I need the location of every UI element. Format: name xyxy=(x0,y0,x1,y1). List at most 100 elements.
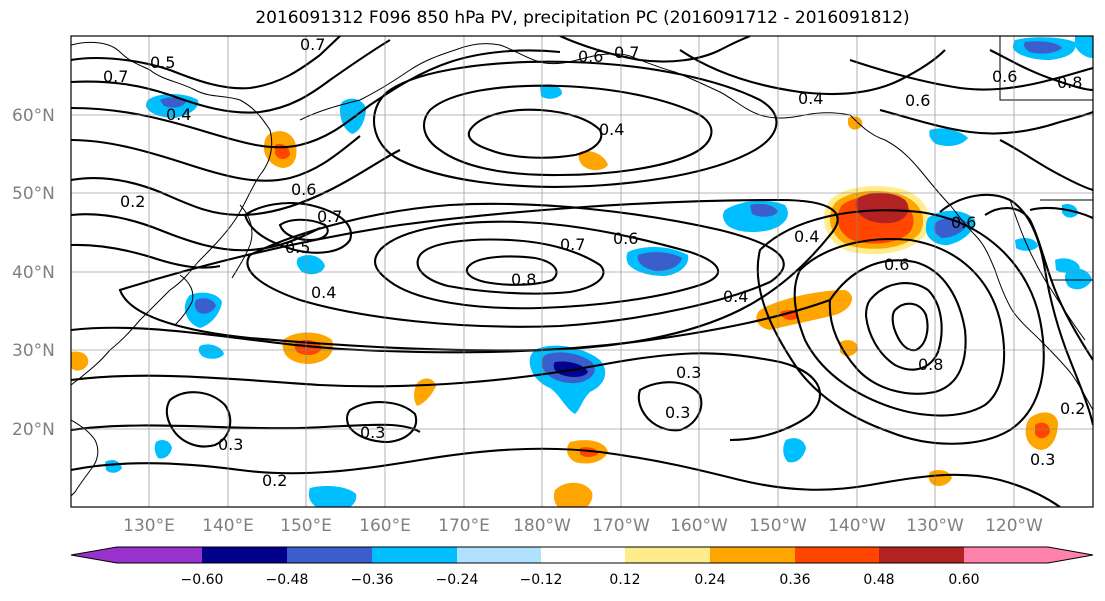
contour-label: 0.2 xyxy=(120,192,145,211)
colorbar-segment xyxy=(710,547,795,563)
negative-anomaly-6 xyxy=(184,292,222,328)
contour-label: 0.7 xyxy=(560,235,585,254)
map-border xyxy=(70,35,1094,508)
contour-labels: 0.7 0.5 0.7 0.4 0.6 0.7 0.4 0.6 0.4 0.8 … xyxy=(103,35,1085,490)
colorbar-tick-label: −0.48 xyxy=(266,572,309,588)
colorbar-segment xyxy=(964,547,1093,563)
contour-label: 0.8 xyxy=(511,270,536,289)
lon-label: 160°W xyxy=(670,516,728,536)
colorbar-segment xyxy=(71,547,117,563)
colorbar-tick-label: −0.36 xyxy=(351,572,394,588)
colorbar-tick-label: 0.12 xyxy=(609,572,640,588)
lat-label: 20°N xyxy=(12,420,55,440)
colorbar-segment xyxy=(541,547,625,563)
colorbar-tick-label: 0.60 xyxy=(948,572,979,588)
lon-label: 140°E xyxy=(202,516,254,536)
negative-anomaly-8 xyxy=(340,98,366,134)
contour-label: 0.6 xyxy=(578,47,603,66)
lon-label: 180°W xyxy=(513,516,571,536)
lon-label: 130°W xyxy=(906,516,964,536)
positive-anomaly-5 xyxy=(578,150,608,171)
contour-label: 0.6 xyxy=(992,67,1017,86)
colorbar-segment xyxy=(287,547,372,563)
lon-label: 120°W xyxy=(985,516,1043,536)
colorbar-tick-label: 0.36 xyxy=(779,572,810,588)
colorbar-tick-label: −0.60 xyxy=(181,572,224,588)
lon-label: 170°W xyxy=(592,516,650,536)
colorbar-tick-label: −0.24 xyxy=(436,572,479,588)
negative-anomaly-5 xyxy=(309,486,357,507)
contour-label: 0.7 xyxy=(300,35,325,54)
lat-label: 40°N xyxy=(12,263,55,283)
pv-contours xyxy=(71,36,1093,507)
colorbar-segment xyxy=(879,547,964,563)
contour-label: 0.8 xyxy=(918,355,943,374)
negative-anomaly-3 xyxy=(722,200,788,233)
positive-anomaly-1 xyxy=(824,186,929,255)
lat-label: 50°N xyxy=(12,184,55,204)
contour-label: 0.8 xyxy=(1057,73,1082,92)
negative-anomaly-16 xyxy=(540,84,562,99)
negative-anomaly-11 xyxy=(198,344,224,359)
negative-anomaly-19 xyxy=(1065,268,1092,290)
positive-anomaly-9 xyxy=(1025,412,1058,450)
contour-label: 0.4 xyxy=(166,105,191,124)
contour-label: 0.5 xyxy=(285,238,310,257)
colorbar-outline xyxy=(70,546,1094,564)
figure-title: 2016091312 F096 850 hPa PV, precipitatio… xyxy=(255,8,910,28)
contour-label: 0.6 xyxy=(613,229,638,248)
colorbar-tick-labels: −0.60 −0.48 −0.36 −0.24 −0.12 0.12 0.24 … xyxy=(181,572,980,588)
lat-label: 30°N xyxy=(12,341,55,361)
contour-label: 0.6 xyxy=(905,91,930,110)
colorbar: −0.60 −0.48 −0.36 −0.24 −0.12 0.12 0.24 … xyxy=(70,546,1094,588)
colorbar-segment xyxy=(117,547,202,563)
negative-anomaly-17 xyxy=(929,128,968,146)
lon-label: 140°W xyxy=(828,516,886,536)
contour-label: 0.2 xyxy=(1060,399,1085,418)
colorbar-tick-label: 0.48 xyxy=(863,572,894,588)
colorbar-tick-label: 0.24 xyxy=(694,572,725,588)
lon-label: 150°E xyxy=(280,516,332,536)
negative-anomaly-9 xyxy=(1013,36,1093,60)
positive-anomaly-13 xyxy=(848,116,863,130)
contour-label: 0.7 xyxy=(317,207,342,226)
contour-label: 0.3 xyxy=(665,403,690,422)
longitude-labels: 130°E 140°E 150°E 160°E 170°E 180°W 170°… xyxy=(123,516,1043,536)
contour-label: 0.4 xyxy=(723,287,748,306)
contour-label: 0.2 xyxy=(262,471,287,490)
lon-label: 150°W xyxy=(749,516,807,536)
negative-anomaly-1 xyxy=(529,345,606,414)
colorbar-segment xyxy=(202,547,287,563)
contour-label: 0.4 xyxy=(311,283,336,302)
contour-label: 0.3 xyxy=(1030,450,1055,469)
negative-anomaly-12 xyxy=(154,440,172,459)
contour-label: 0.3 xyxy=(676,363,701,382)
lon-label: 170°E xyxy=(438,516,490,536)
negative-anomaly-2 xyxy=(626,246,689,276)
map-content: 0.7 0.5 0.7 0.4 0.6 0.7 0.4 0.6 0.4 0.8 … xyxy=(71,35,1093,507)
contour-label: 0.6 xyxy=(291,180,316,199)
contour-label: 0.7 xyxy=(103,67,128,86)
latitude-labels: 60°N 50°N 40°N 30°N 20°N xyxy=(12,106,55,440)
contour-label: 0.4 xyxy=(794,227,819,246)
contour-label: 0.4 xyxy=(599,120,624,139)
contour-label: 0.3 xyxy=(218,435,243,454)
contour-label: 0.4 xyxy=(798,89,823,108)
colorbar-segment xyxy=(795,547,879,563)
contour-label: 0.7 xyxy=(614,43,639,62)
colorbar-tick-label: −0.12 xyxy=(520,572,563,588)
positive-anomaly-8 xyxy=(553,482,593,507)
contour-label: 0.3 xyxy=(360,423,385,442)
contour-label: 0.6 xyxy=(951,213,976,232)
contour-label: 0.5 xyxy=(150,53,175,72)
positive-anomaly-7 xyxy=(567,440,608,464)
colorbar-segment xyxy=(372,547,457,563)
colorbar-segment xyxy=(457,547,541,563)
negative-anomaly-13 xyxy=(783,438,806,463)
lon-label: 130°E xyxy=(123,516,175,536)
lat-label: 60°N xyxy=(12,106,55,126)
negative-anomaly-10 xyxy=(296,255,325,275)
graticule xyxy=(71,36,1093,507)
colorbar-segment xyxy=(625,547,710,563)
